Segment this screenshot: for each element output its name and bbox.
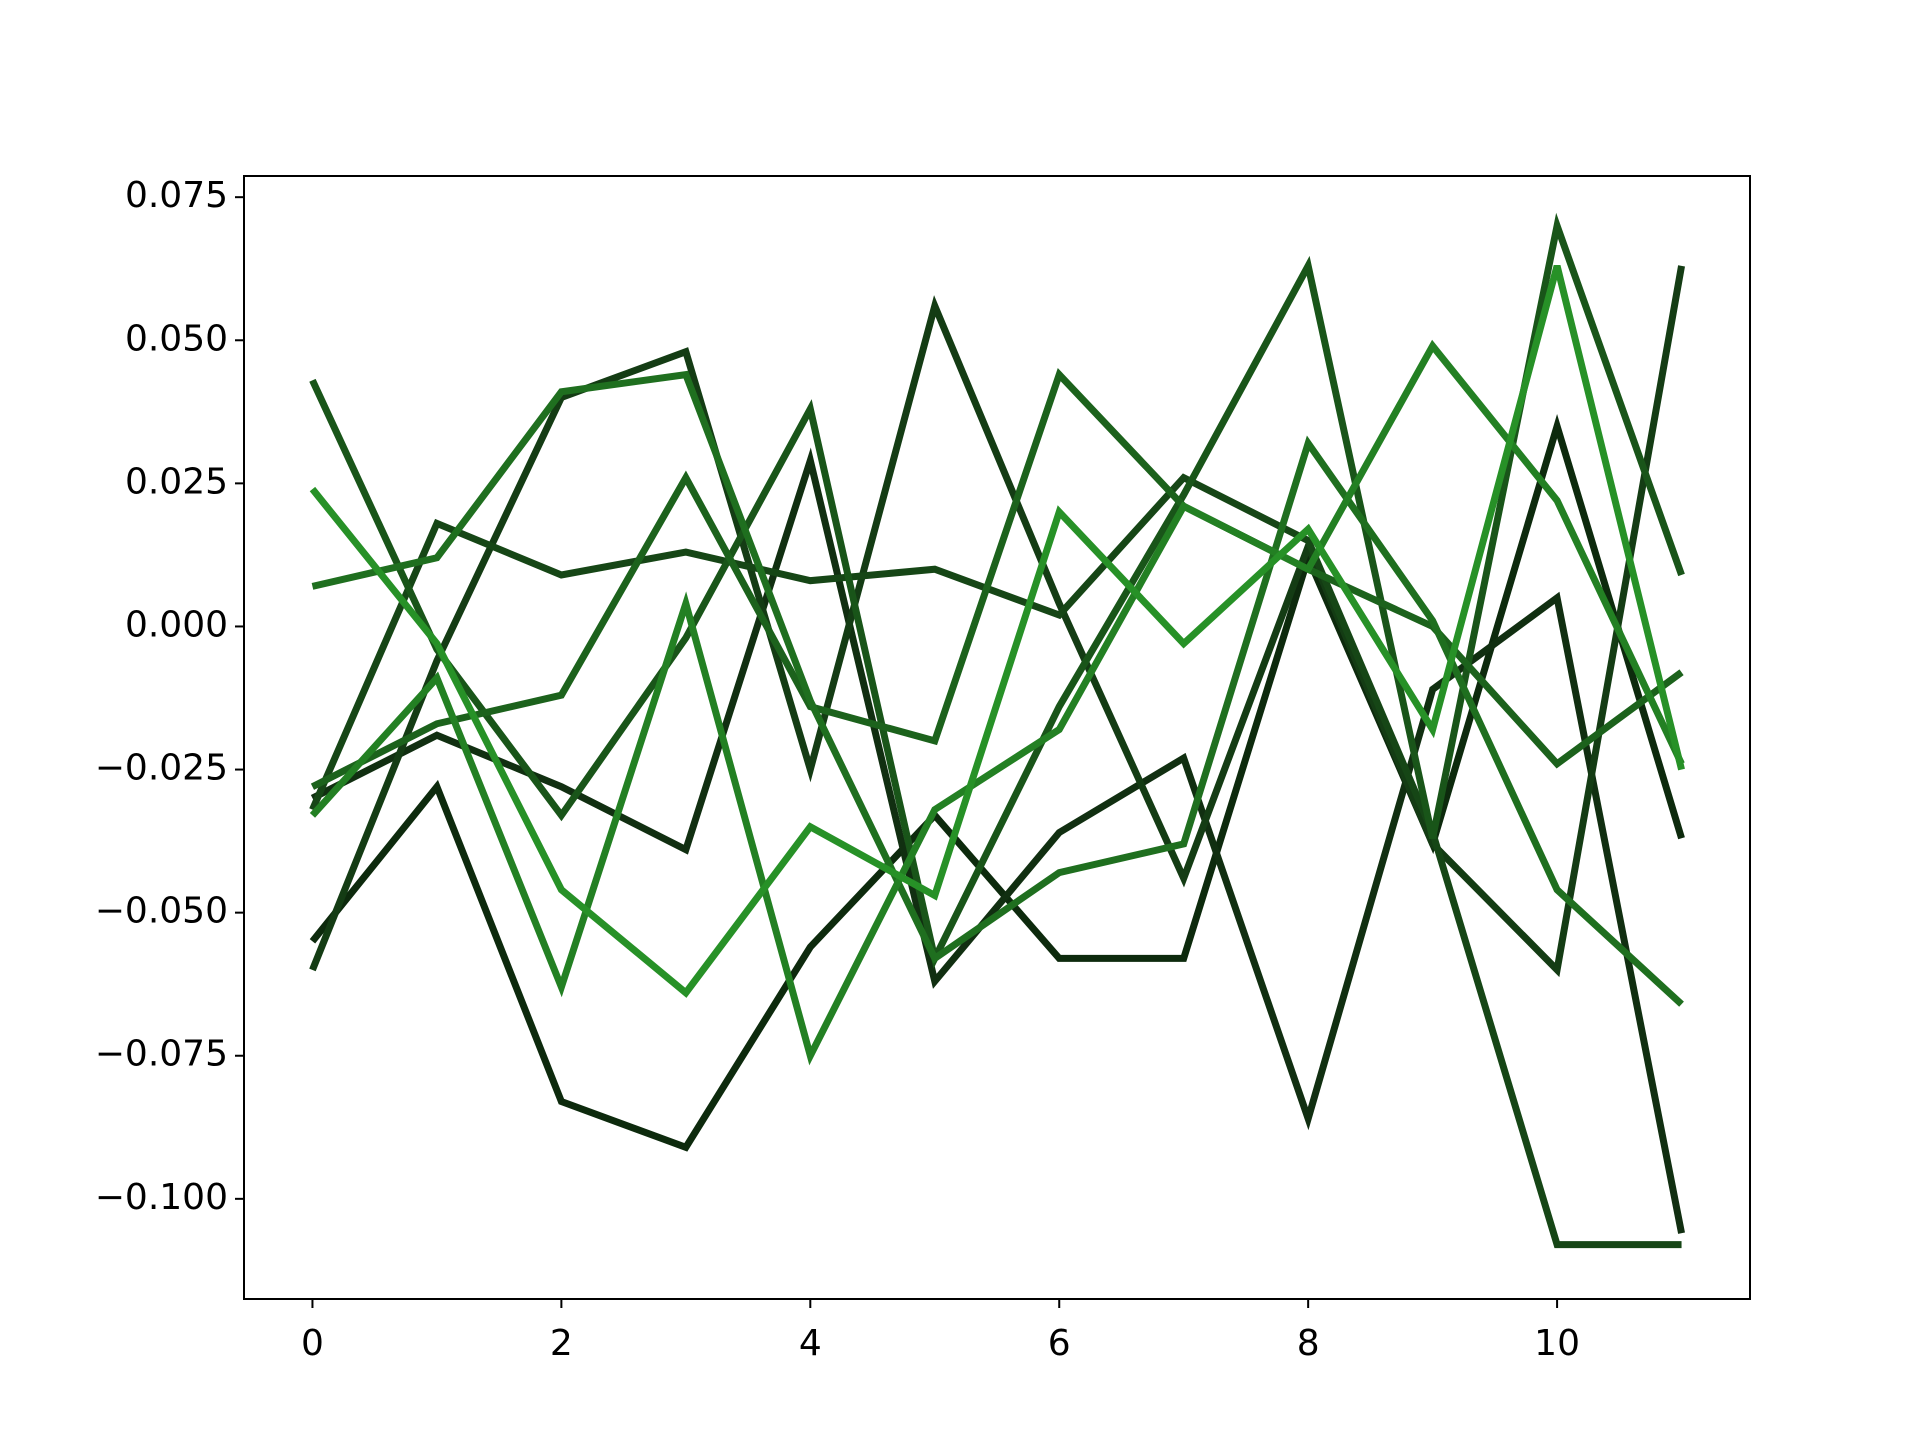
series-line bbox=[309, 264, 1685, 998]
y-tick-label: 0.000 bbox=[125, 604, 228, 645]
axes-frame bbox=[243, 175, 1751, 1300]
plot-area bbox=[309, 212, 1685, 1249]
y-tick-label: 0.075 bbox=[125, 175, 228, 216]
y-tick-label: 0.025 bbox=[125, 461, 228, 502]
series-line bbox=[309, 473, 1682, 1249]
x-tick-label: 4 bbox=[799, 1323, 822, 1364]
x-tick-label: 6 bbox=[1048, 1323, 1071, 1364]
y-tick-label: 0.050 bbox=[125, 318, 228, 359]
y-tick-label: −0.100 bbox=[95, 1177, 228, 1218]
series-line bbox=[309, 212, 1685, 969]
series-line bbox=[309, 413, 1685, 1152]
y-tick-label: −0.050 bbox=[95, 891, 228, 932]
y-tick-label: −0.025 bbox=[95, 748, 228, 789]
x-tick-label: 8 bbox=[1297, 1323, 1320, 1364]
series-line bbox=[309, 339, 1685, 1066]
y-tick-label: −0.075 bbox=[95, 1034, 228, 1075]
series-line bbox=[309, 265, 1685, 978]
x-tick-label: 10 bbox=[1534, 1323, 1580, 1364]
x-tick-label: 2 bbox=[550, 1323, 573, 1364]
x-tick-label: 0 bbox=[301, 1323, 324, 1364]
series-line bbox=[310, 447, 1685, 1234]
